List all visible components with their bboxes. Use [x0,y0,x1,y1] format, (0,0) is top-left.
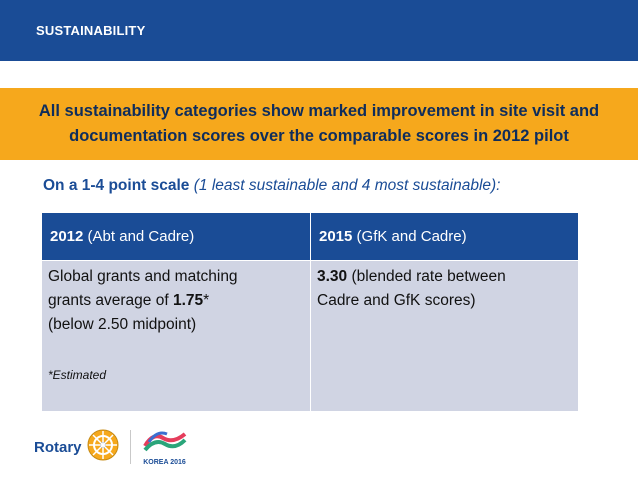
cell-2015-score: 3.30 [317,268,348,285]
footer-logos: Rotary KOREA 2016 [34,427,189,467]
header-2015-source: (GfK and Cadre) [356,228,467,245]
header-2015-year: 2015 [319,228,353,245]
rotary-logo-text: Rotary [34,438,82,456]
table-row: Global grants and matching grants averag… [41,260,579,412]
section-title: SUSTAINABILITY [36,23,146,38]
rotary-wheel-icon [86,428,120,467]
score-comparison-table: 2012 (Abt and Cadre) 2015 (GfK and Cadre… [41,212,579,412]
table-header-row: 2012 (Abt and Cadre) 2015 (GfK and Cadre… [41,212,579,261]
cell-2012-score: 1.75 [172,292,204,309]
korea-2016-emblem-icon [142,431,186,452]
header-2012-year: 2012 [50,228,84,245]
header-bar: SUSTAINABILITY [0,0,638,61]
cell-2012-asterisk: * [203,292,210,309]
cell-2012-line-3: (below 2.50 midpoint) [48,316,197,333]
cell-2012: Global grants and matching grants averag… [41,260,311,412]
scale-label: On a 1-4 point scale [43,177,190,194]
cell-2015: 3.30 (blended rate between Cadre and GfK… [310,260,579,412]
korea-2016-text: KOREA 2016 [143,459,186,466]
key-finding-line-2: documentation scores over the comparable… [69,127,569,145]
cell-2012-line-2-pre: grants average of [48,292,173,309]
logo-divider [129,430,131,464]
header-spacer [0,61,638,88]
cell-2015-line-2: Cadre and GfK scores) [317,292,476,309]
estimated-footnote: *Estimated [48,368,107,382]
header-2012-source: (Abt and Cadre) [87,228,195,245]
scale-explanation: (1 least sustainable and 4 most sustaina… [193,177,501,194]
korea-2016-logo: KOREA 2016 [141,428,189,466]
scale-description: On a 1-4 point scale (1 least sustainabl… [43,177,500,195]
key-finding-line-1: All sustainability categories show marke… [38,102,600,120]
cell-2012-line-1: Global grants and matching [48,268,238,285]
cell-2015-line-1: (blended rate between [347,268,506,285]
key-finding-banner: All sustainability categories show marke… [0,88,638,160]
key-finding-text: All sustainability categories show marke… [39,99,599,149]
header-2012: 2012 (Abt and Cadre) [41,212,311,261]
header-2015: 2015 (GfK and Cadre) [310,212,579,261]
